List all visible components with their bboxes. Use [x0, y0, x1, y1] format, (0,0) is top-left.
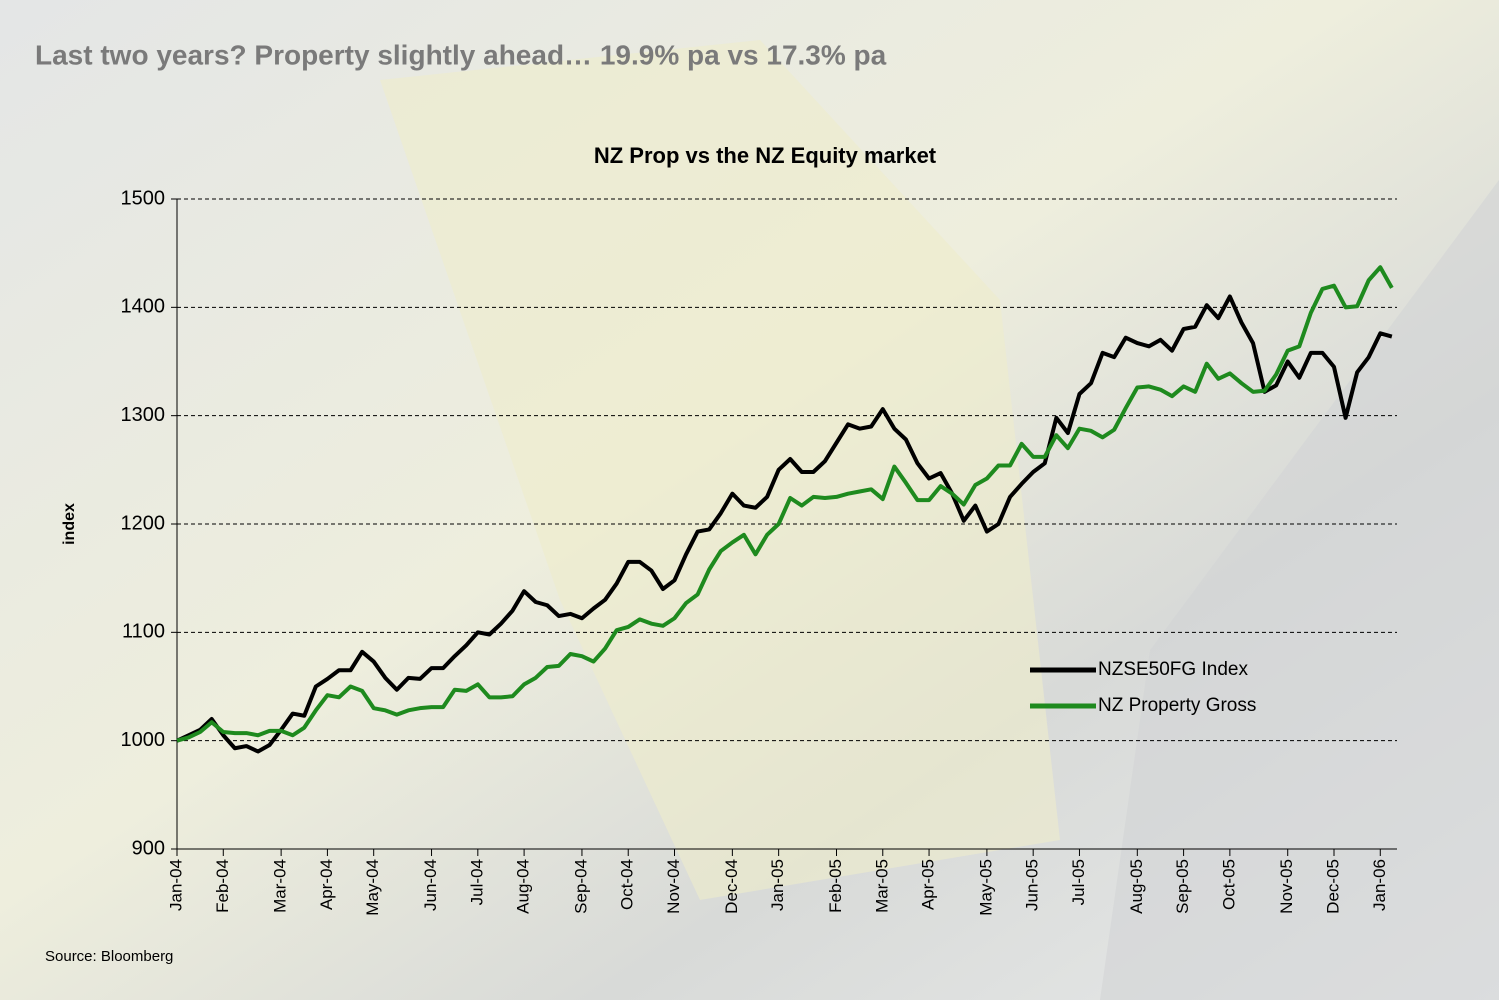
y-tick-label: 1400	[121, 296, 166, 318]
x-tick-label: May-04	[363, 859, 382, 916]
x-tick-label: Nov-05	[1277, 859, 1296, 914]
x-tick-label: Feb-05	[826, 859, 845, 913]
x-tick-label: Aug-05	[1127, 859, 1146, 914]
x-tick-label: Jan-06	[1370, 859, 1389, 911]
x-tick-label: Dec-04	[722, 859, 741, 914]
y-tick-label: 1500	[121, 187, 166, 209]
source: Source: Bloomberg	[45, 948, 173, 965]
chart-title: NZ Prop vs the NZ Equity market	[594, 143, 937, 168]
x-tick-label: Jul-05	[1069, 859, 1088, 905]
x-tick-label: Jul-04	[467, 859, 486, 905]
x-tick-label: Sep-04	[571, 859, 590, 914]
x-tick-label: Feb-04	[213, 859, 232, 913]
x-tick-label: Apr-04	[317, 859, 336, 910]
series-line	[176, 265, 1394, 743]
y-tick-label: 1300	[121, 404, 166, 426]
y-axis-label: index	[61, 503, 78, 545]
legend-label: NZSE50FG Index	[1098, 659, 1248, 680]
x-tick-label: Mar-05	[872, 859, 891, 913]
x-tick-label: Aug-04	[514, 859, 533, 914]
x-tick-label: Jun-05	[1023, 859, 1042, 911]
sail-shape	[380, 40, 1060, 900]
x-tick-label: Mar-04	[271, 859, 290, 913]
y-tick-label: 1100	[122, 621, 165, 643]
x-tick-label: Nov-04	[664, 859, 683, 914]
x-tick-label: Dec-05	[1323, 859, 1342, 914]
y-tick-label: 900	[132, 837, 165, 859]
hull-shape	[1100, 180, 1499, 1000]
x-tick-label: Sep-05	[1173, 859, 1192, 914]
y-tick-label: 1200	[121, 512, 166, 534]
y-tick-label: 1000	[121, 729, 166, 751]
series-line	[176, 294, 1393, 754]
x-tick-label: Jan-05	[768, 859, 787, 911]
x-tick-label: Oct-05	[1219, 859, 1238, 910]
x-tick-label: Apr-05	[919, 859, 938, 910]
legend-label: NZ Property Gross	[1098, 695, 1256, 716]
x-tick-label: Jan-04	[166, 859, 185, 911]
x-tick-label: May-05	[976, 859, 995, 916]
x-tick-label: Jun-04	[421, 859, 440, 911]
x-tick-label: Oct-04	[618, 859, 637, 910]
headline: Last two years? Property slightly ahead……	[35, 39, 887, 70]
